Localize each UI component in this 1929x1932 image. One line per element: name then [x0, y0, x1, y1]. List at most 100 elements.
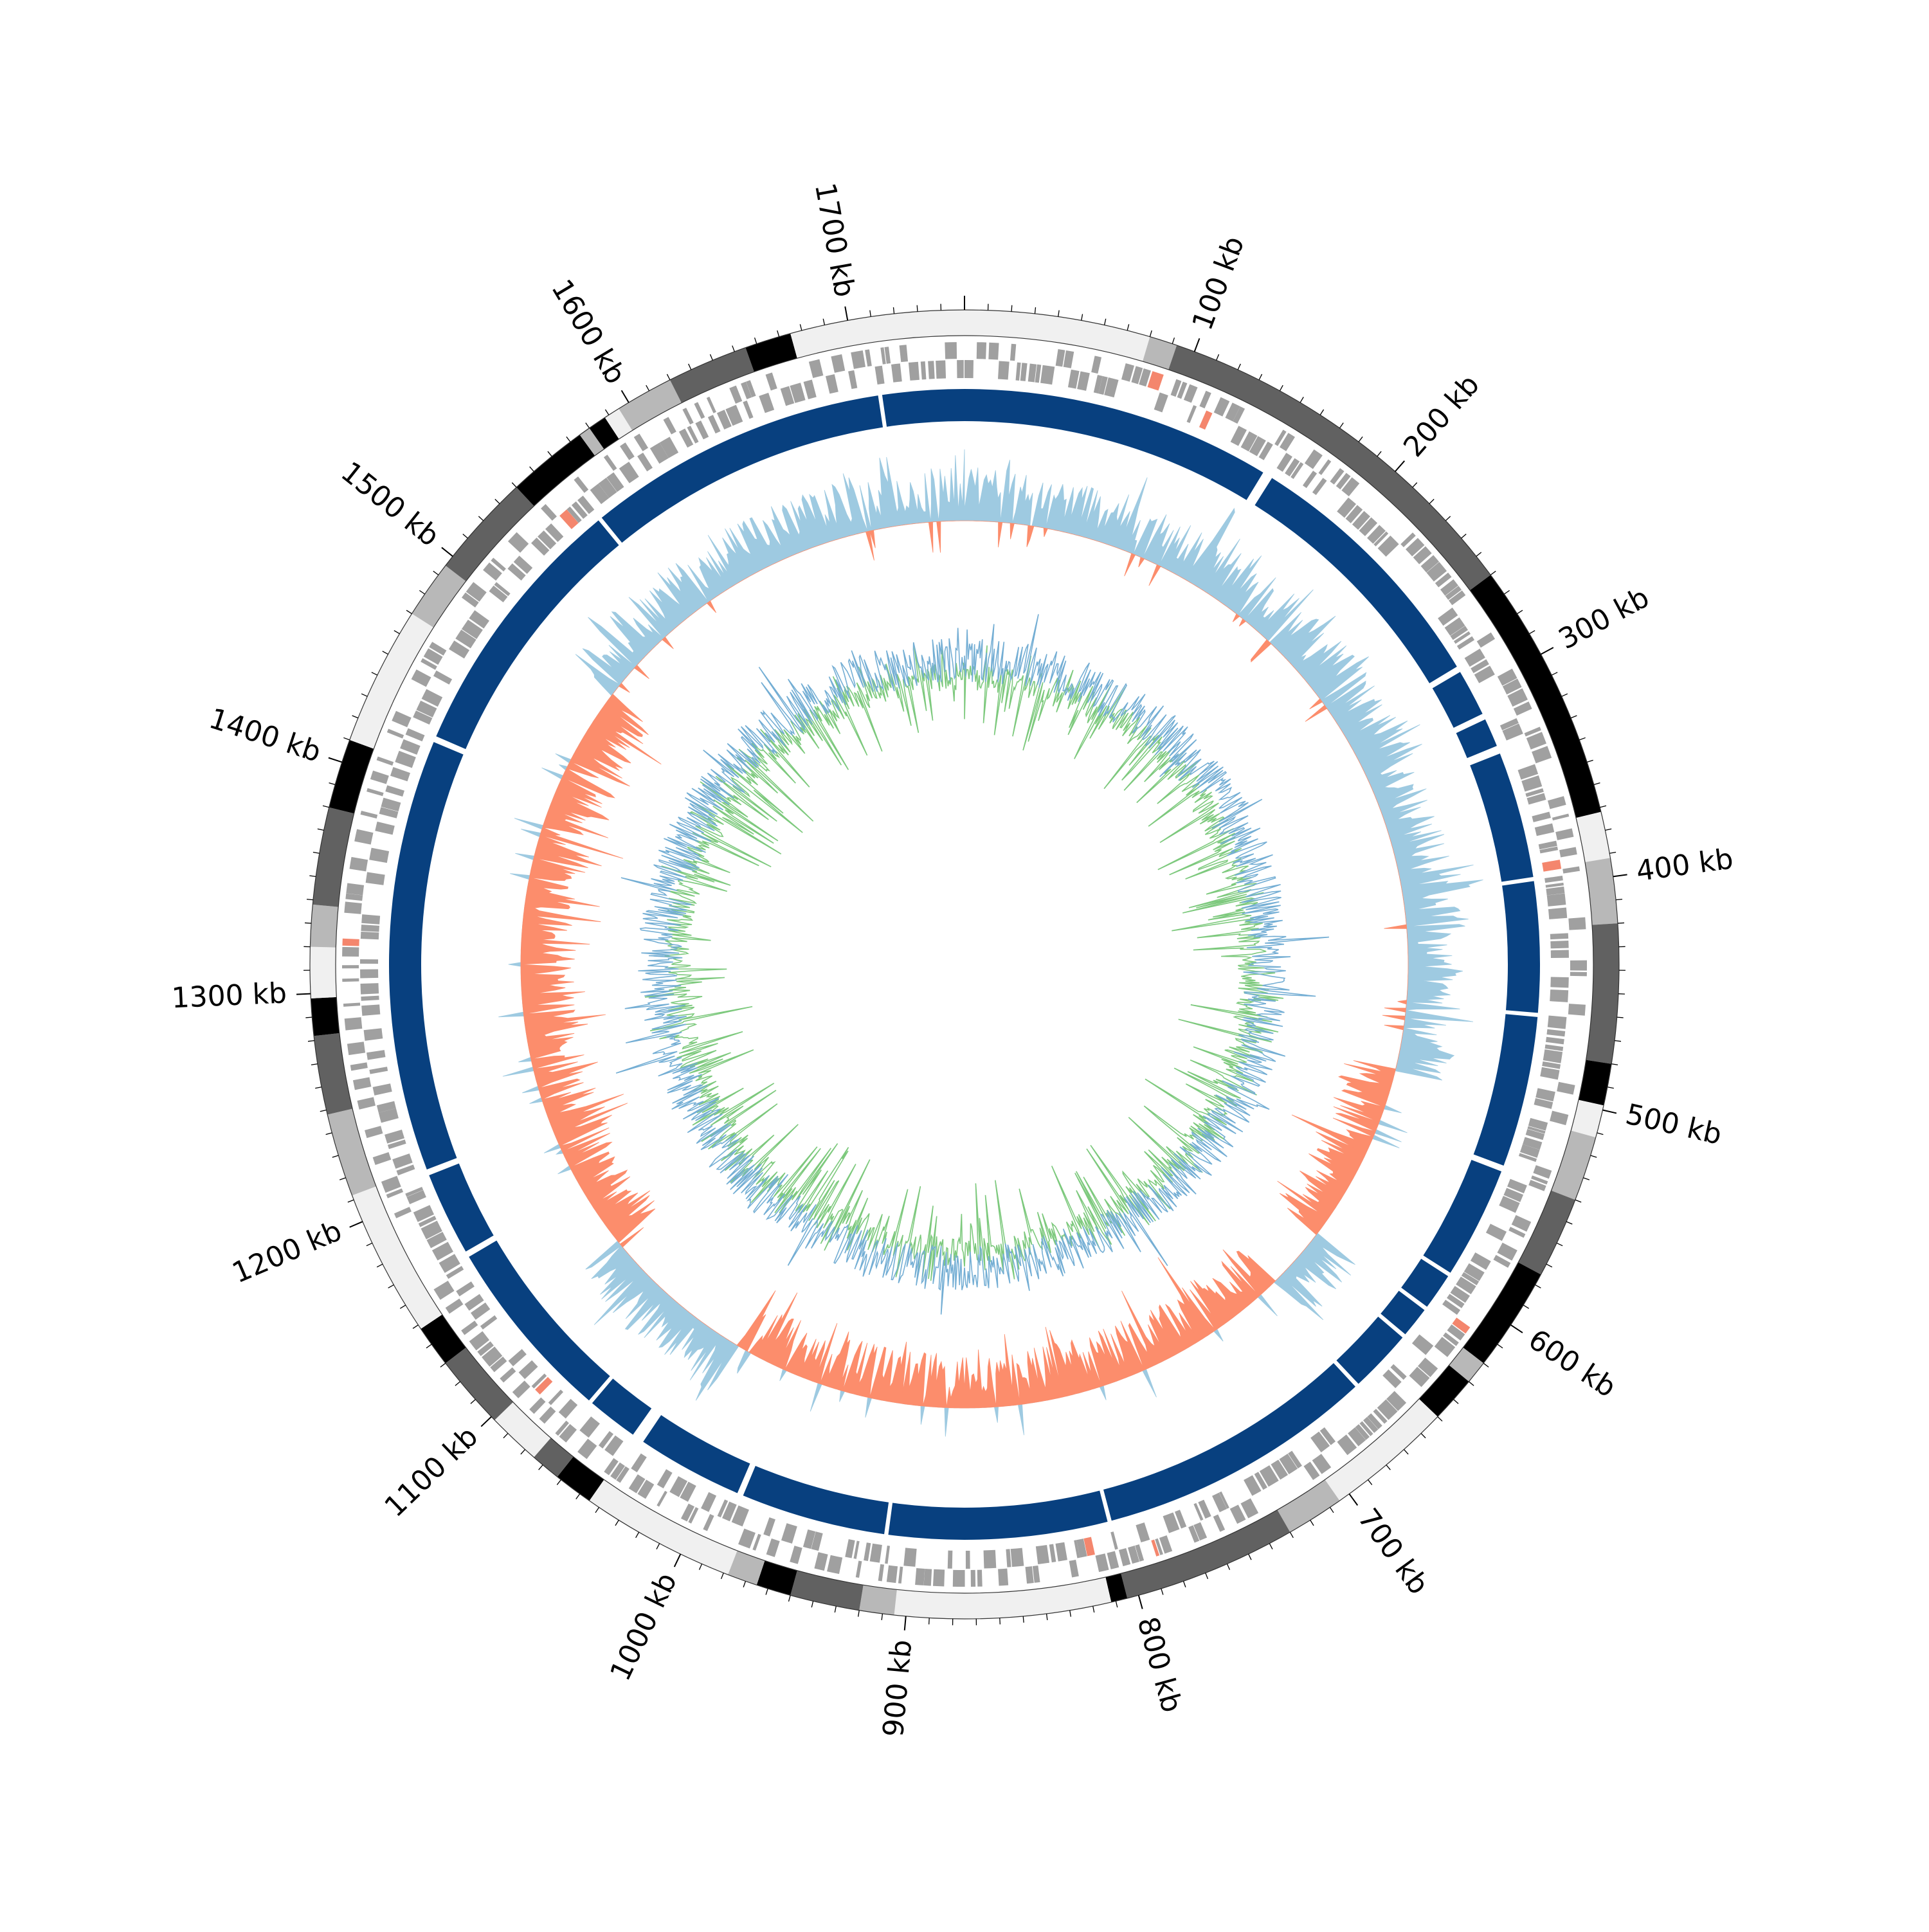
minor-tick [1517, 610, 1523, 613]
minor-tick [311, 1064, 318, 1065]
gene-feature [508, 532, 529, 553]
gene-feature [763, 1517, 775, 1537]
gene-feature [539, 1407, 556, 1424]
minor-tick [1127, 324, 1128, 330]
minor-tick [1562, 694, 1568, 696]
gene-feature [1010, 344, 1016, 361]
gene-feature [369, 1067, 388, 1074]
gene-feature [701, 1492, 716, 1512]
minor-tick [329, 783, 336, 785]
minor-tick [512, 483, 516, 487]
minor-tick [1504, 590, 1509, 594]
major-tick [1613, 874, 1627, 876]
gene-feature [945, 342, 957, 359]
gene-feature [373, 1152, 392, 1165]
minor-tick [657, 1544, 660, 1549]
karyotype-band [1121, 1510, 1290, 1598]
minor-tick [917, 305, 918, 312]
gene-feature [370, 771, 389, 784]
gene-feature [936, 360, 946, 379]
gene-feature [1154, 392, 1168, 412]
gene-feature [915, 1568, 925, 1585]
gene-feature [874, 366, 884, 384]
gene-feature [1033, 1566, 1040, 1583]
gene-feature [637, 453, 653, 471]
gene-feature [406, 728, 425, 741]
gene-feature [1532, 812, 1551, 822]
major-tick [1349, 1494, 1357, 1506]
major-tick [350, 1222, 363, 1227]
gene-feature [1546, 1037, 1564, 1045]
gene-feature [631, 1454, 646, 1472]
gc-skew-track [498, 449, 1483, 1436]
minor-tick [1490, 571, 1496, 575]
karyotype-band [1579, 1060, 1611, 1106]
gene-feature [433, 1281, 454, 1300]
gene-feature [1077, 371, 1090, 390]
gene-feature [1068, 370, 1080, 389]
gene-feature [1096, 1553, 1109, 1572]
gene-feature [358, 1097, 376, 1109]
minor-tick [1404, 1449, 1408, 1454]
gene-feature [1546, 1029, 1565, 1037]
gene-feature [885, 1546, 890, 1564]
gene-feature [347, 1042, 365, 1055]
tick-label: 1400 kb [205, 702, 325, 769]
gene-feature [921, 361, 927, 379]
tick-label: 1100 kb [378, 1420, 484, 1524]
tick-label: 1500 kb [335, 455, 446, 553]
gene-feature [1148, 371, 1164, 390]
gene-feature [1312, 478, 1327, 495]
minor-tick [1483, 1363, 1489, 1367]
gene-feature [361, 996, 379, 1001]
minor-tick [1280, 385, 1283, 391]
minor-tick [929, 1618, 930, 1625]
minor-tick [1070, 1611, 1071, 1617]
gene-feature [433, 671, 452, 685]
minor-tick [1476, 552, 1481, 556]
gene-feature [864, 1542, 871, 1561]
gene-feature [535, 1377, 552, 1395]
tick-label: 1700 kb [808, 180, 861, 300]
gene-feature [804, 379, 817, 399]
gene-feature [853, 1541, 859, 1559]
gene-feature [1064, 350, 1074, 368]
minor-tick [413, 1325, 418, 1329]
minor-tick [1011, 305, 1012, 312]
minor-tick [595, 1508, 599, 1513]
minor-tick [1206, 1573, 1208, 1579]
minor-tick [1161, 1589, 1163, 1595]
gene-feature [900, 345, 908, 362]
gene-feature [1568, 917, 1586, 930]
gene-feature [343, 1002, 360, 1006]
gene-feature [512, 1380, 530, 1398]
gene-feature [367, 1050, 385, 1060]
gene-feature [878, 1564, 884, 1582]
minor-tick [1571, 716, 1577, 718]
gene-feature [1011, 1548, 1024, 1567]
gene-feature [664, 417, 676, 435]
minor-tick [1498, 1344, 1503, 1348]
gene-feature [703, 1514, 714, 1531]
minor-tick [1438, 1417, 1442, 1422]
minor-tick [340, 1178, 345, 1180]
gene-feature [620, 442, 635, 460]
gene-feature [385, 785, 404, 797]
minor-tick [1591, 1155, 1597, 1157]
gene-feature [541, 504, 557, 521]
gene-feature [657, 1469, 673, 1488]
minor-tick [800, 324, 801, 330]
major-tick [1195, 338, 1200, 352]
minor-tick [419, 590, 424, 594]
gene-feature [360, 970, 378, 979]
karyotype-band [1518, 1191, 1575, 1275]
minor-tick [789, 1595, 791, 1602]
minor-tick [1615, 1041, 1621, 1042]
major-tick [1602, 1110, 1616, 1114]
karyotype-band [859, 1585, 897, 1615]
minor-tick [521, 1449, 525, 1454]
alignment-block [743, 1466, 889, 1534]
gene-feature [346, 883, 364, 895]
gene-feature [361, 1004, 380, 1016]
minor-tick [1454, 1400, 1458, 1404]
